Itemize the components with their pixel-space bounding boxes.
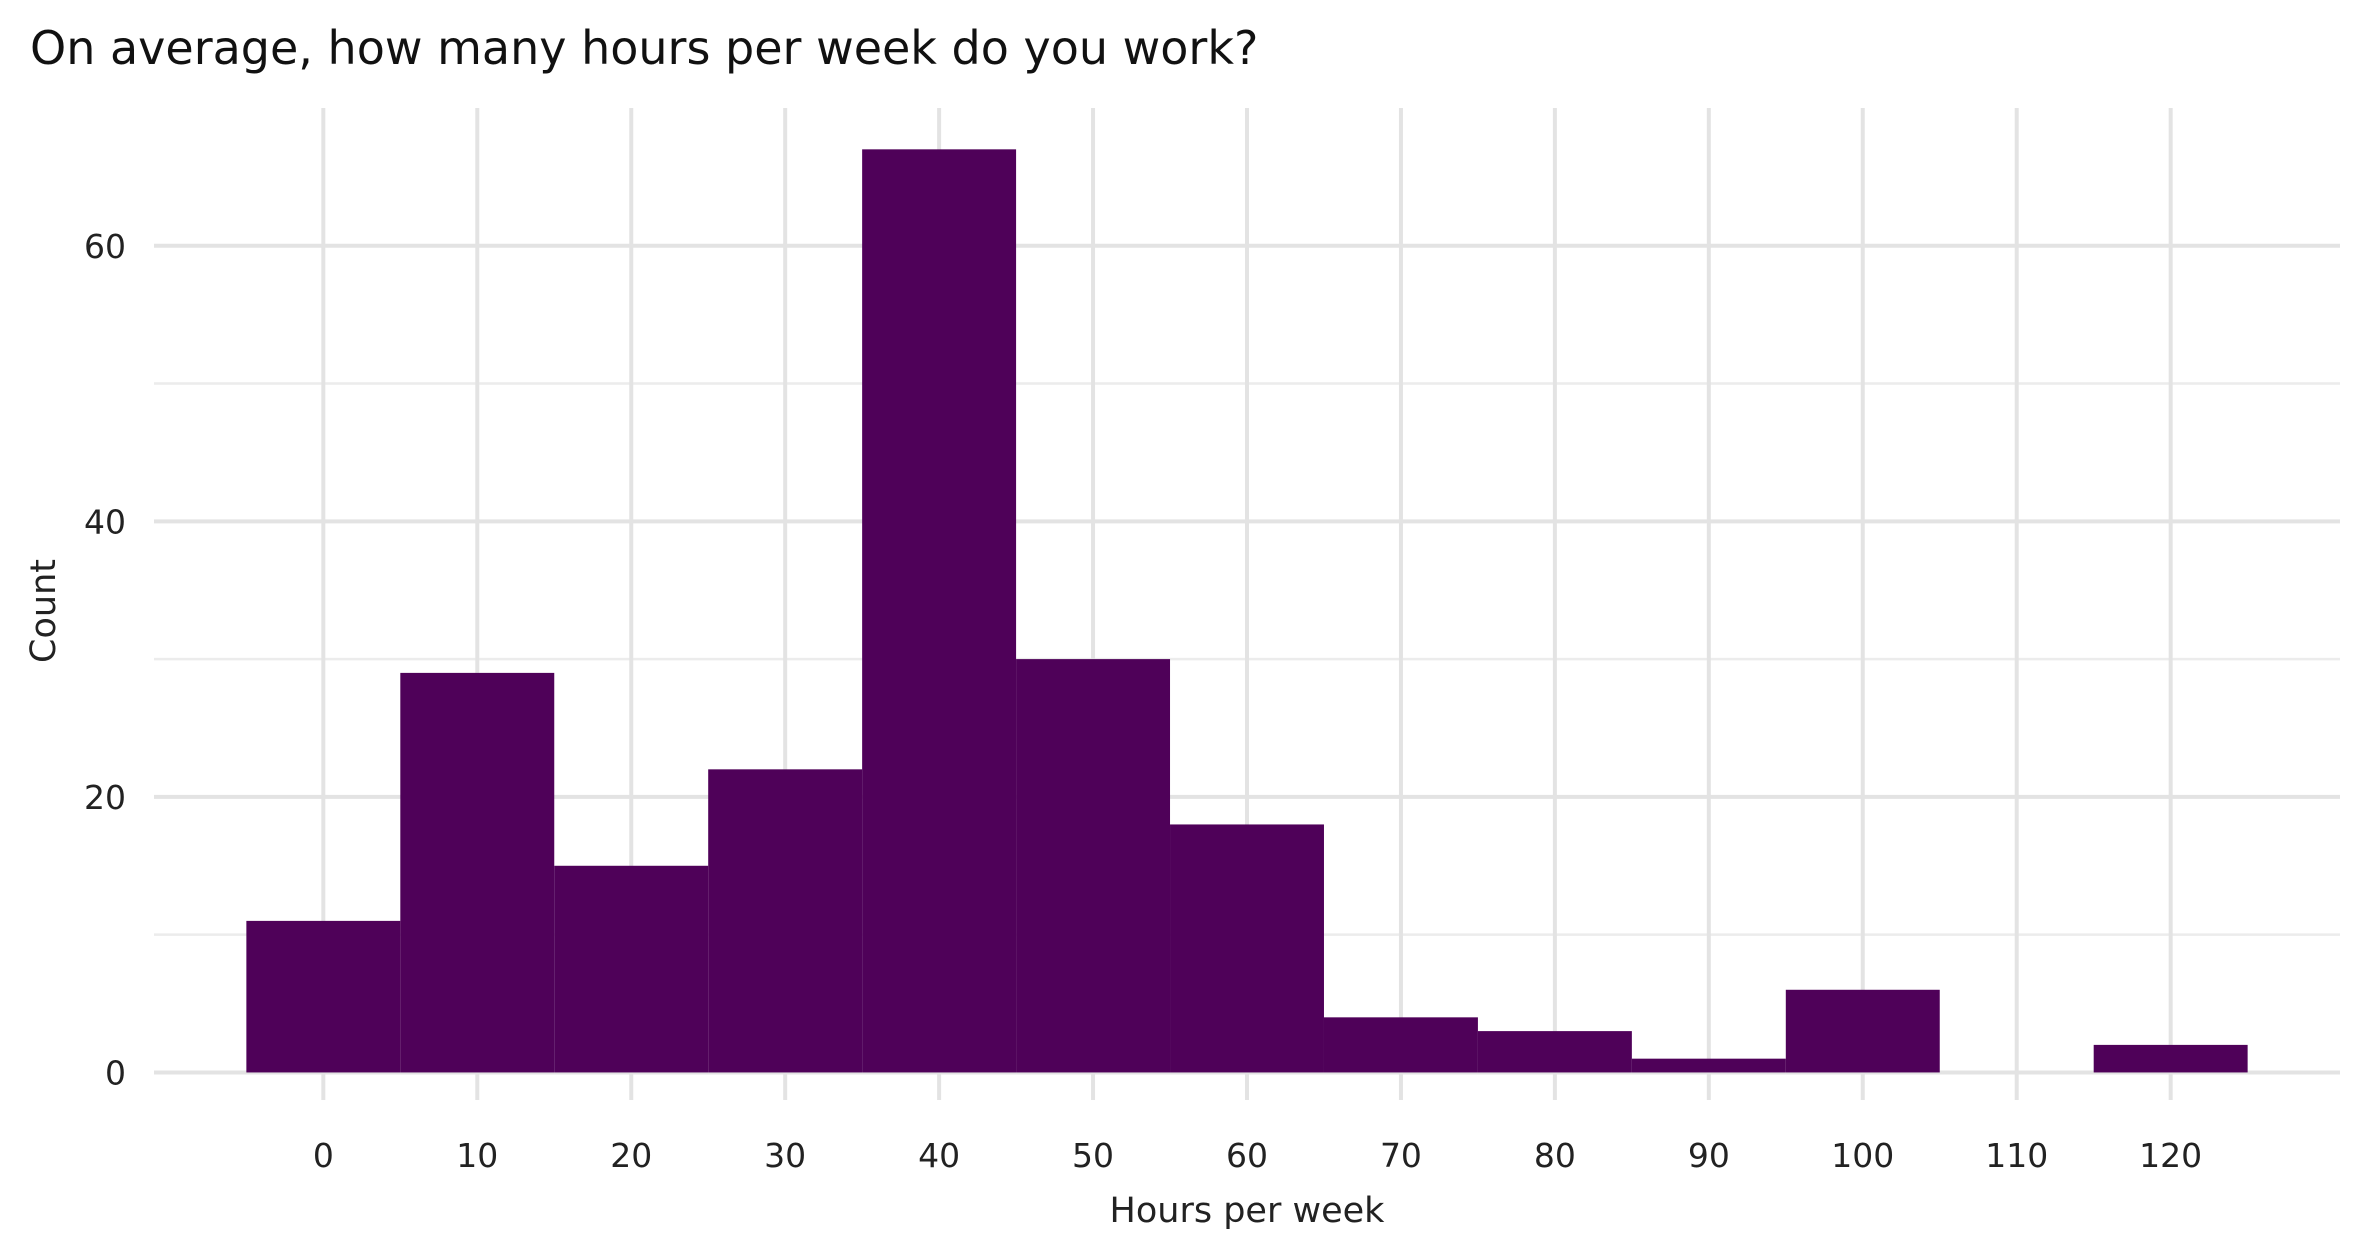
histogram-bar [1170, 824, 1324, 1073]
x-tick-label: 40 [918, 1136, 960, 1175]
histogram-bar [246, 920, 401, 1073]
x-tick-label: 60 [1226, 1136, 1268, 1175]
histogram-bar [708, 769, 863, 1073]
x-tick-label: 100 [1831, 1136, 1894, 1175]
histogram-bar [1477, 1031, 1632, 1073]
histogram-bar [1631, 1058, 1786, 1073]
y-axis-label: Count [24, 559, 64, 663]
histogram-bar [1016, 659, 1171, 1073]
x-tick-label: 50 [1072, 1136, 1114, 1175]
y-tick-label: 60 [84, 227, 126, 266]
histogram-bar [400, 672, 555, 1073]
x-tick-label: 10 [456, 1136, 498, 1175]
histogram-bar [1785, 989, 1940, 1073]
x-tick-label: 70 [1380, 1136, 1422, 1175]
histogram-bar [1323, 1017, 1478, 1073]
x-axis-ticks: 0 10 20 30 40 50 60 70 80 90 100 110 120 [313, 1136, 2202, 1175]
x-tick-label: 120 [2139, 1136, 2202, 1175]
x-axis-label: Hours per week [1110, 1191, 1386, 1231]
bars [246, 149, 2248, 1073]
x-tick-label: 0 [313, 1136, 334, 1175]
histogram-bar [862, 149, 1017, 1073]
x-tick-label: 20 [610, 1136, 652, 1175]
y-tick-label: 20 [84, 778, 126, 817]
x-tick-label: 90 [1688, 1136, 1730, 1175]
x-tick-label: 110 [1985, 1136, 2048, 1175]
chart-title: On average, how many hours per week do y… [30, 21, 1258, 75]
y-axis-ticks: 0 20 40 60 [84, 227, 126, 1093]
y-tick-label: 40 [84, 502, 126, 541]
y-tick-label: 0 [105, 1053, 126, 1092]
x-tick-label: 80 [1534, 1136, 1576, 1175]
histogram-bar [2093, 1044, 2248, 1073]
histogram-bar [554, 865, 709, 1073]
x-tick-label: 30 [764, 1136, 806, 1175]
